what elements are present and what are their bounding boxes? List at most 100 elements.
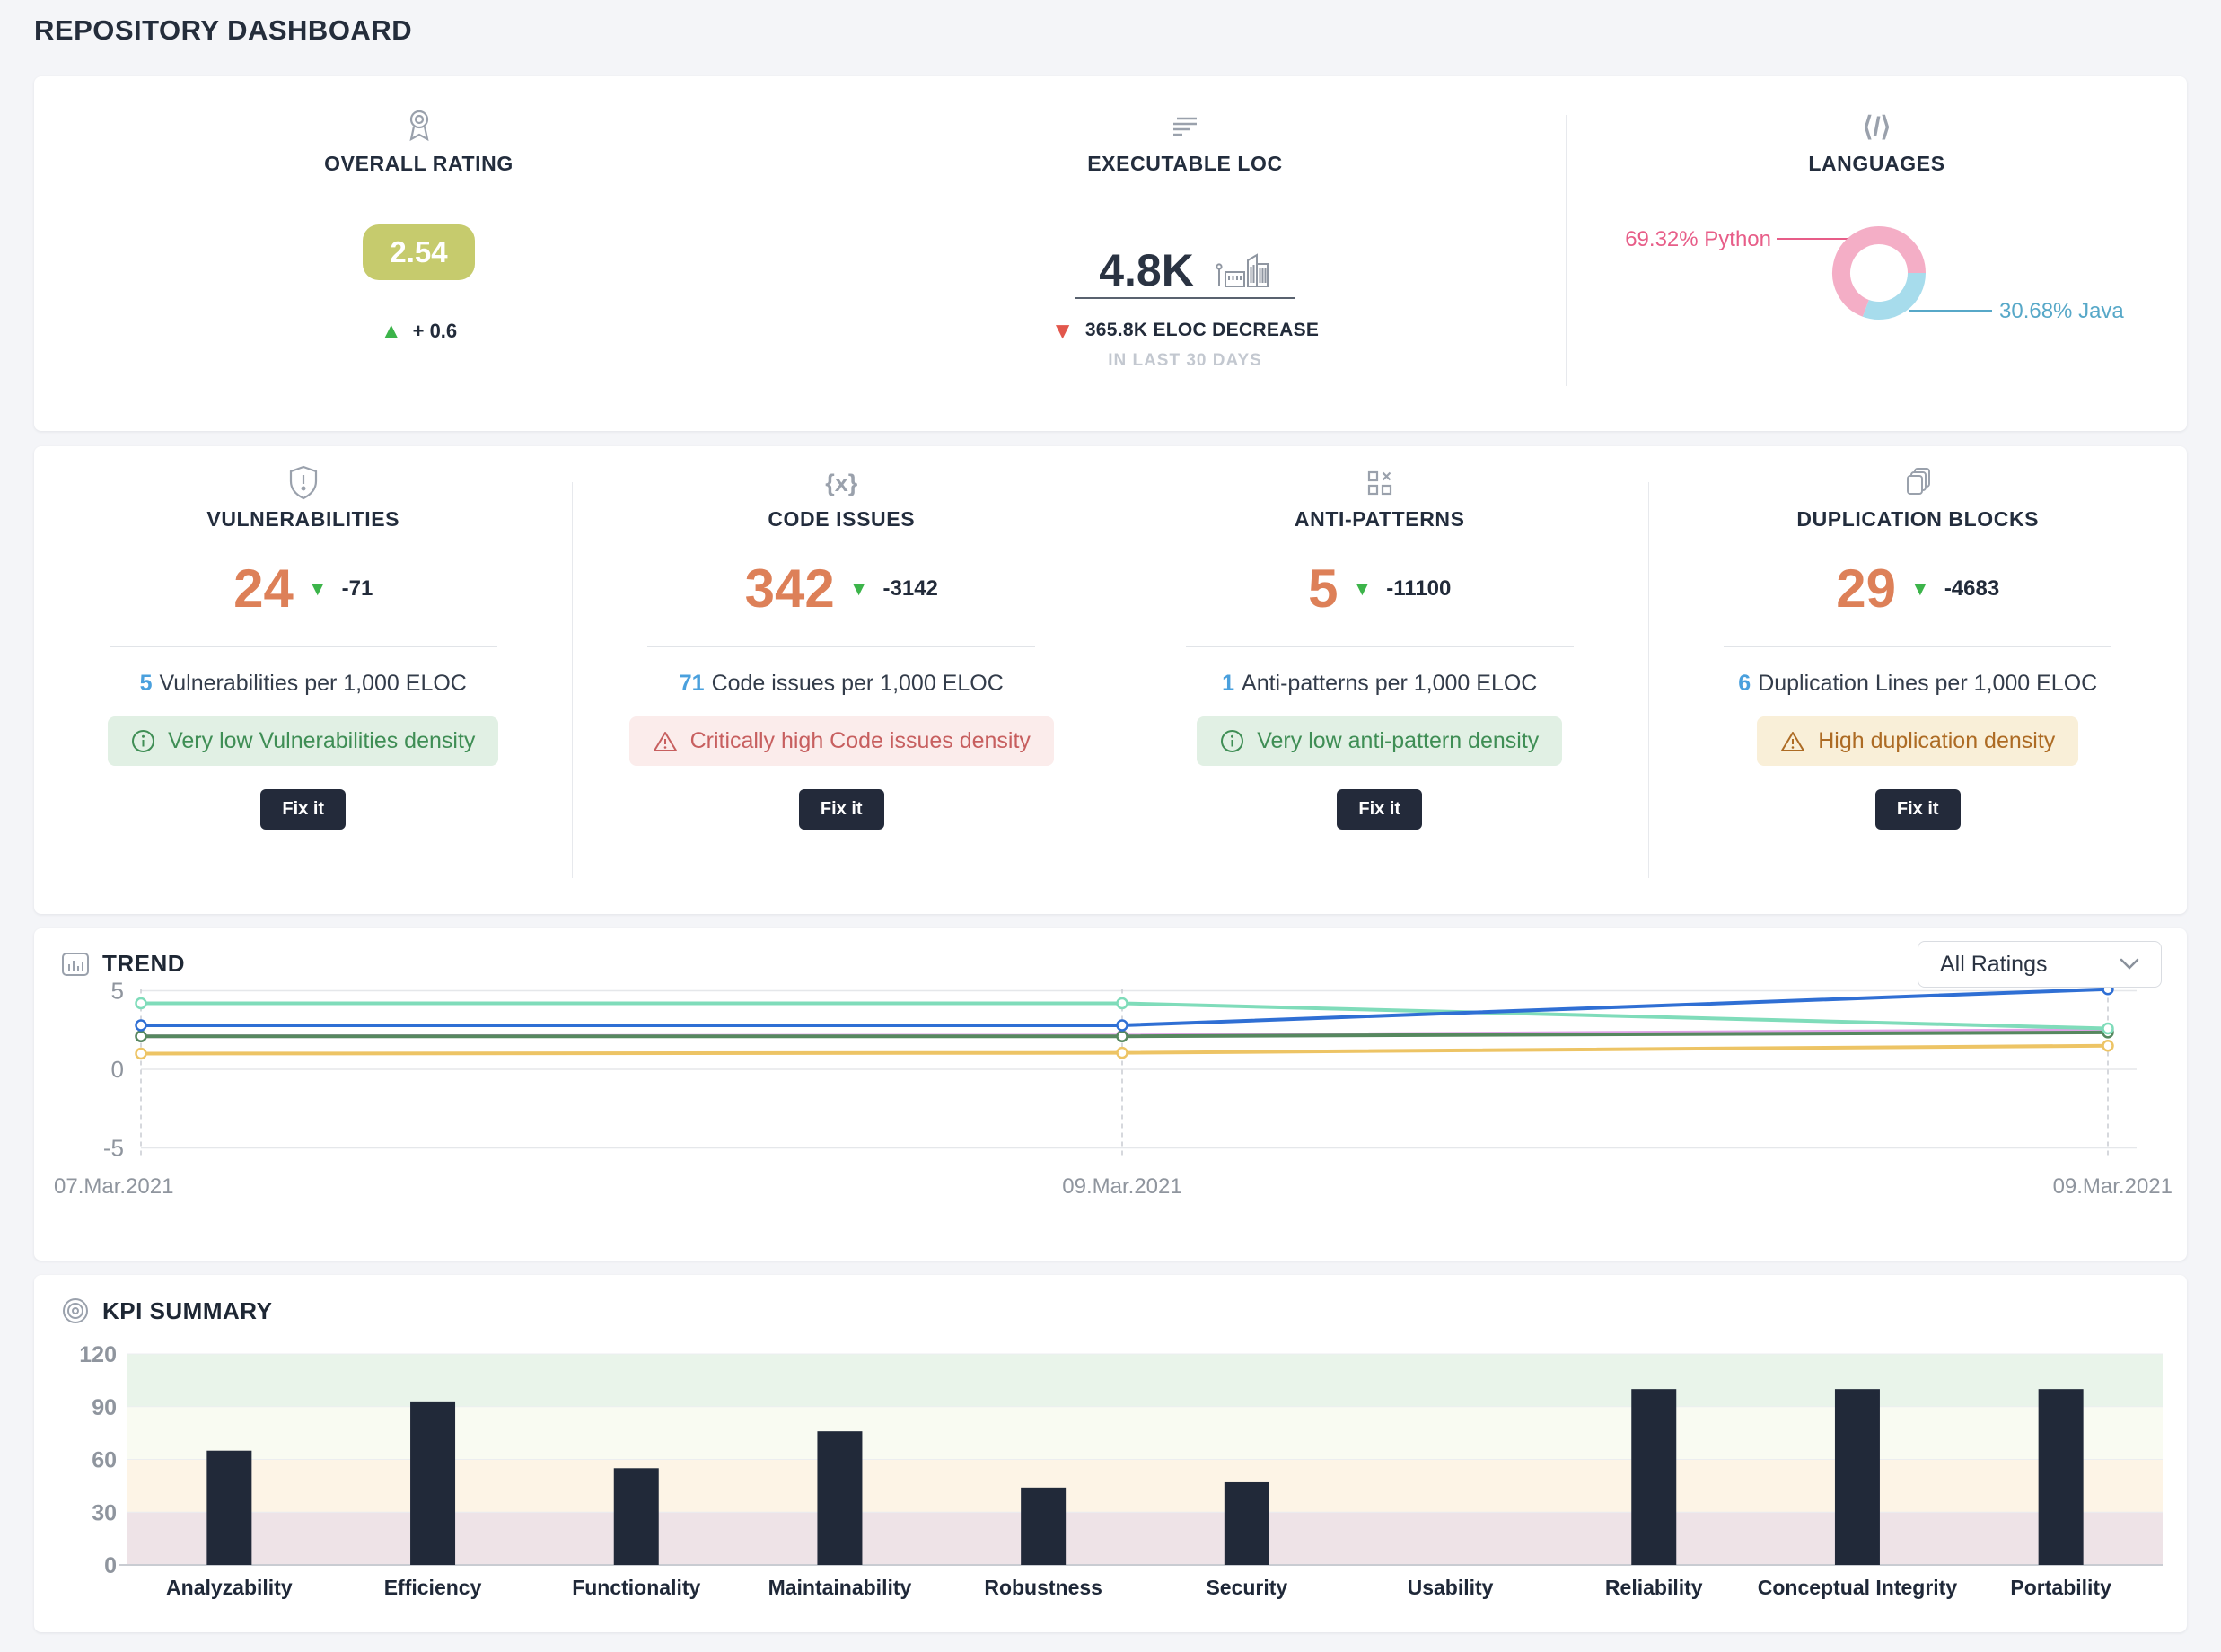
metric-value: 24 [233,558,294,619]
divider [1185,646,1574,647]
metric-density: 71 Code issues per 1,000 ELOC [679,671,1004,696]
svg-text:90: 90 [92,1395,117,1420]
status-badge: High duplication density [1757,716,2079,766]
metric-card-anti-patterns: ANTI-PATTERNS 5 ▼ -11100 1 Anti-patterns … [1110,446,1649,914]
executable-loc-value: 4.8K [1099,245,1194,295]
metric-label: CODE ISSUES [768,507,916,531]
languages-label: LANGUAGES [1808,152,1945,175]
svg-text:Efficiency: Efficiency [384,1576,482,1599]
trend-card: TREND All Ratings 5 0 -5 07.Mar.2021 09.Mar.… [34,928,2187,1261]
executable-loc-period: IN LAST 30 DAYS [1108,351,1262,370]
svg-text:Conceptual Integrity: Conceptual Integrity [1758,1576,1958,1599]
triangle-down-icon: ▼ [1050,317,1075,344]
svg-text:0: 0 [111,1056,124,1083]
metric-card-duplication-blocks: DUPLICATION BLOCKS 29 ▼ -4683 6 Duplicati… [1649,446,2188,914]
divider [109,646,497,647]
svg-text:-5: -5 [103,1135,124,1162]
overall-rating-section: OVERALL RATING 2.54 ▲ + 0.6 [34,76,803,431]
trend-line-chart: 5 0 -5 07.Mar.2021 09.Mar.2021 09.Mar.2021 [54,978,2173,1199]
kpi-title: KPI SUMMARY [102,1296,273,1324]
metric-delta: -71 [341,576,373,601]
info-icon [1221,730,1244,752]
triangle-down-icon: ▼ [1910,577,1930,600]
svg-text:Reliability: Reliability [1605,1576,1703,1599]
code-icon: ⟨/⟩ [1862,111,1892,142]
ratings-filter-dropdown[interactable]: All Ratings [1918,941,2162,988]
metric-value-row: 342 ▼ -3142 [745,562,938,616]
python-slice-label: 69.32% Python [1625,227,1771,251]
overall-rating-delta: ▲ + 0.6 [380,319,458,343]
summary-card: OVERALL RATING 2.54 ▲ + 0.6 EXECUTABLE L… [34,76,2187,431]
executable-loc-delta: ▼ 365.8K ELOC DECREASE [1050,317,1320,344]
metric-label: DUPLICATION BLOCKS [1796,507,2040,531]
overall-rating-label: OVERALL RATING [324,152,514,175]
svg-text:Security: Security [1206,1576,1287,1599]
executable-loc-value-row: 4.8K [1075,248,1295,299]
svg-text:60: 60 [92,1448,117,1473]
metric-label: VULNERABILITIES [206,507,400,531]
svg-text:Functionality: Functionality [572,1576,700,1599]
overall-rating-badge: 2.54 [363,224,475,280]
svg-text:Usability: Usability [1408,1576,1494,1599]
metric-delta: -3142 [882,576,938,601]
metric-label: ANTI-PATTERNS [1294,507,1465,531]
metric-value-row: 5 ▼ -11100 [1308,562,1451,616]
shield-alert-icon [286,462,320,504]
metric-density: 5 Vulnerabilities per 1,000 ELOC [139,671,467,696]
executable-loc-label: EXECUTABLE LOC [1087,152,1283,175]
chart-icon [62,952,89,976]
svg-text:09.Mar.2021: 09.Mar.2021 [2053,1174,2173,1199]
svg-text:0: 0 [104,1553,117,1578]
fix-it-button[interactable]: Fix it [1874,789,1961,830]
page-title: REPOSITORY DASHBOARD [34,14,413,46]
trend-title: TREND [102,950,186,977]
svg-text:07.Mar.2021: 07.Mar.2021 [54,1174,173,1199]
triangle-down-icon: ▼ [307,577,328,600]
triangle-down-icon: ▼ [1352,577,1373,600]
metrics-card: VULNERABILITIES 24 ▼ -71 5 Vulnerabilitie… [34,446,2187,914]
languages-section: ⟨/⟩ LANGUAGES 69.32% Python 30.68% Java [1567,76,2187,431]
code-braces-icon: {x} [825,469,858,496]
text-lines-icon [1169,107,1201,146]
java-slice-label: 30.68% Java [1999,299,2124,323]
grid-x-icon [1364,462,1396,504]
svg-text:5: 5 [111,978,124,1005]
bullseye-icon [63,1298,88,1323]
status-badge: Very low Vulnerabilities density [108,716,499,766]
executable-loc-section: EXECUTABLE LOC 4.8K [803,76,1567,431]
trend-header: TREND [61,950,185,978]
metric-density: 1 Anti-patterns per 1,000 ELOC [1222,671,1538,696]
svg-text:30: 30 [92,1500,117,1525]
svg-text:09.Mar.2021: 09.Mar.2021 [1062,1174,1181,1199]
kpi-summary-card: KPI SUMMARY 0 30 60 90 120 Analyzability Effic… [34,1275,2187,1632]
triangle-up-icon: ▲ [380,319,402,343]
kpi-bar-chart: 0 30 60 90 120 Analyzability Efficiency Functio… [79,1342,2163,1599]
fix-it-button[interactable]: Fix it [798,789,884,830]
metric-card-code-issues: {x} CODE ISSUES 342 ▼ -3142 71 Code issue… [573,446,1111,914]
fix-it-button[interactable]: Fix it [260,789,347,830]
languages-donut-chart: 69.32% Python 30.68% Java [1590,183,2164,367]
svg-text:120: 120 [79,1342,117,1367]
divider [1724,646,2112,647]
metric-value-row: 29 ▼ -4683 [1836,562,1999,616]
divider [647,646,1036,647]
warning-icon [653,731,677,751]
metric-value-row: 24 ▼ -71 [233,562,373,616]
svg-text:Analyzability: Analyzability [166,1576,293,1599]
svg-text:Robustness: Robustness [984,1576,1102,1599]
chevron-down-icon [2120,958,2139,970]
ratings-filter-value: All Ratings [1940,951,2048,977]
metric-value: 29 [1836,558,1897,619]
svg-text:Portability: Portability [2010,1576,2111,1599]
metric-value: 5 [1308,558,1339,619]
info-icon [132,730,155,752]
kpi-header: KPI SUMMARY [61,1296,272,1325]
fix-it-button[interactable]: Fix it [1337,789,1423,830]
medal-icon [401,107,437,146]
status-badge: Critically high Code issues density [628,716,1054,766]
svg-text:Maintainability: Maintainability [768,1576,912,1599]
metric-density: 6 Duplication Lines per 1,000 ELOC [1738,671,2098,696]
pages-icon [1901,462,1935,504]
warning-icon [1781,731,1805,751]
